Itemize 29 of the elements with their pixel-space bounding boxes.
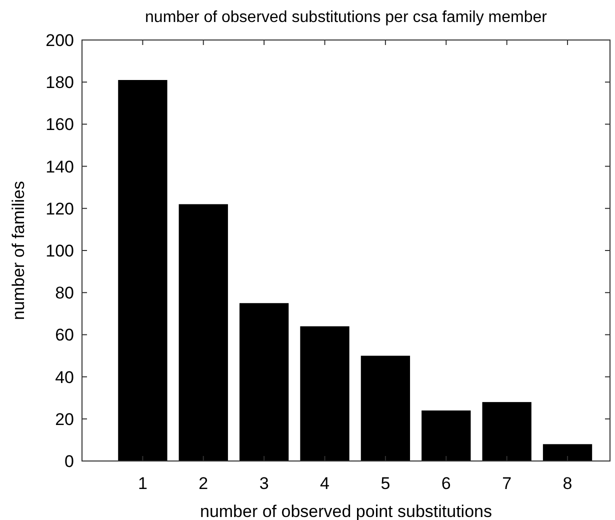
- y-tick-label: 40: [55, 368, 74, 387]
- bar: [482, 402, 532, 461]
- y-tick-label: 20: [55, 410, 74, 429]
- y-tick-label: 140: [46, 157, 74, 176]
- chart-title: number of observed substitutions per csa family member: [145, 9, 548, 26]
- y-tick-label: 120: [46, 199, 74, 218]
- x-tick-label: 3: [259, 474, 269, 493]
- y-tick-label: 180: [46, 73, 74, 92]
- y-tick-label: 80: [55, 284, 74, 303]
- bar: [360, 356, 410, 461]
- bar: [118, 80, 168, 461]
- bar: [178, 204, 228, 461]
- bar: [239, 303, 289, 461]
- x-tick-label: 5: [380, 474, 390, 493]
- bar: [422, 410, 471, 461]
- x-tick-label: 2: [198, 474, 208, 493]
- y-tick-label: 160: [46, 115, 74, 134]
- x-tick-label: 6: [441, 474, 451, 493]
- y-tick-label: 0: [64, 452, 74, 471]
- x-tick-label: 8: [562, 474, 572, 493]
- y-tick-label: 100: [46, 241, 74, 260]
- y-tick-label: 200: [46, 30, 74, 50]
- bar: [542, 444, 592, 461]
- y-axis-title: number of families: [9, 181, 28, 320]
- bar: [300, 326, 350, 461]
- x-tick-label: 7: [502, 474, 512, 493]
- x-tick-label: 4: [320, 474, 330, 493]
- y-tick-label: 60: [55, 326, 74, 345]
- x-tick-label: 1: [138, 474, 148, 493]
